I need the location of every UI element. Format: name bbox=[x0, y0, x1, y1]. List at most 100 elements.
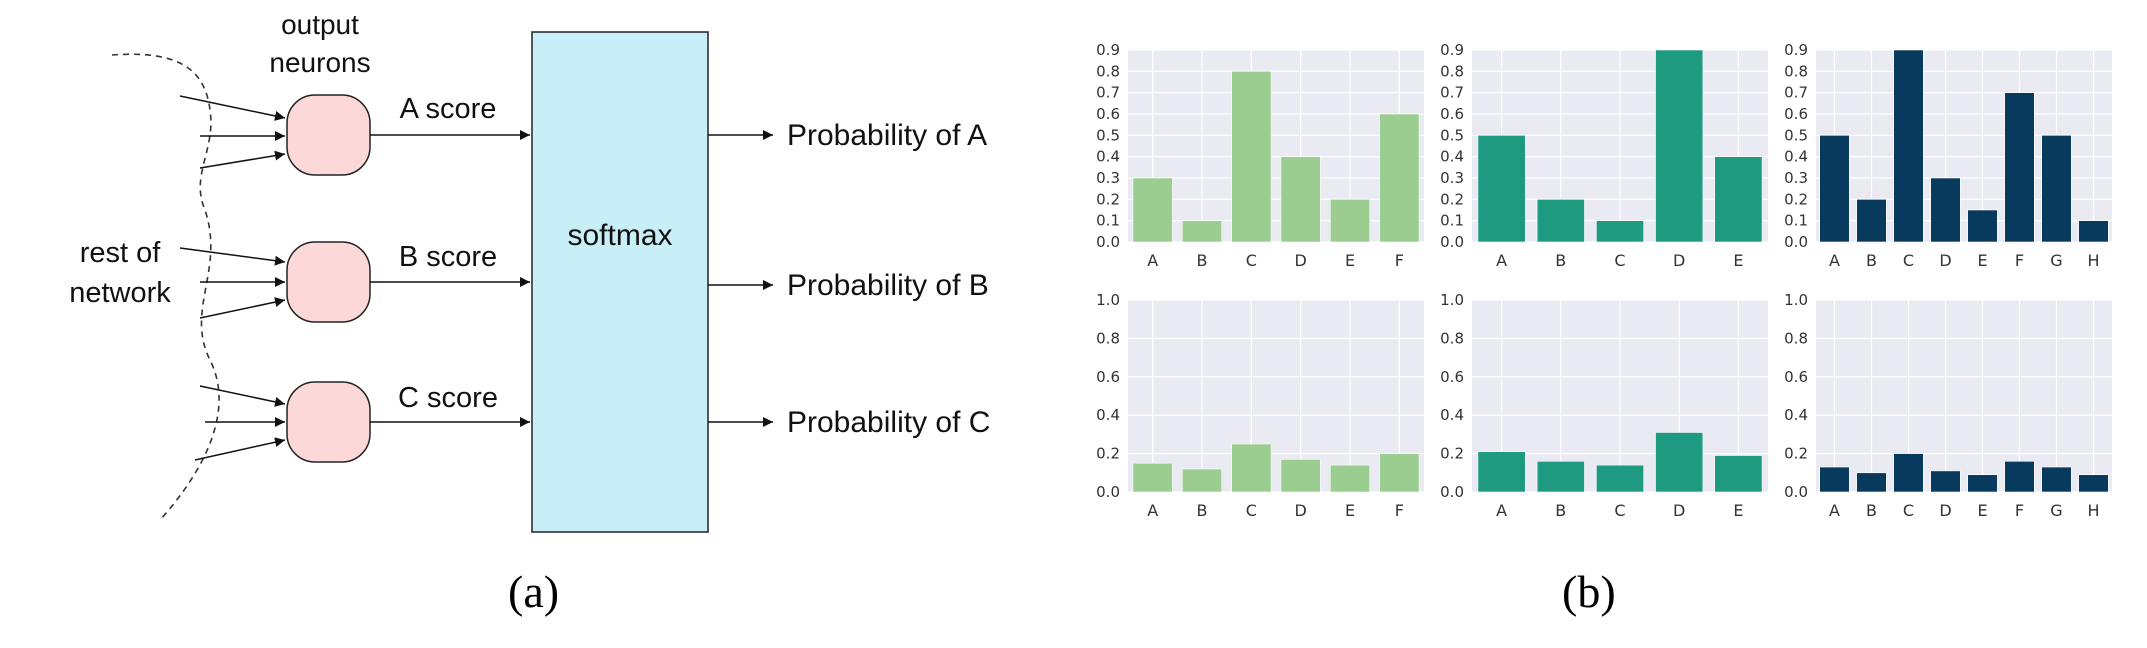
bar-C bbox=[1596, 464, 1644, 493]
x-tick-label: C bbox=[1246, 251, 1257, 270]
y-tick-label: 0.1 bbox=[1096, 212, 1120, 230]
y-tick-label: 0.3 bbox=[1440, 169, 1464, 187]
bar-A bbox=[1132, 177, 1173, 243]
x-tick-label: D bbox=[1939, 251, 1951, 270]
y-tick-label: 0.2 bbox=[1096, 190, 1120, 208]
bar-E bbox=[1329, 199, 1371, 243]
score-c-label: C score bbox=[398, 382, 498, 414]
y-tick-label: 0.8 bbox=[1440, 62, 1464, 80]
y-tick-label: 0.8 bbox=[1096, 329, 1120, 347]
x-tick-label: A bbox=[1147, 501, 1158, 520]
bar-B bbox=[1181, 468, 1223, 493]
probability-c-label: Probability of C bbox=[787, 406, 990, 439]
chart-panel-4: 0.0 0.2 0.4 0.6 0.8 1.0 A B C D E F bbox=[1096, 291, 1424, 520]
y-tick-label: 0.6 bbox=[1440, 368, 1464, 386]
x-tick-label: G bbox=[2050, 501, 2062, 520]
score-a-label: A score bbox=[400, 93, 497, 125]
network-boundary bbox=[111, 53, 220, 521]
y-tick-label: 0.1 bbox=[1440, 212, 1464, 230]
x-tick-label: G bbox=[2050, 251, 2062, 270]
y-tick-label: 0.2 bbox=[1784, 190, 1808, 208]
x-tick-label: A bbox=[1829, 251, 1840, 270]
bar-F bbox=[1379, 453, 1420, 493]
y-tick-label: 0.4 bbox=[1440, 406, 1464, 424]
bar-G bbox=[2041, 466, 2072, 493]
y-tick-label: 0.9 bbox=[1784, 41, 1808, 59]
y-tick-label: 0.8 bbox=[1096, 62, 1120, 80]
bar-A bbox=[1477, 451, 1526, 493]
x-tick-label: A bbox=[1829, 501, 1840, 520]
y-tick-label: 0.9 bbox=[1440, 41, 1464, 59]
y-tick-label: 0.7 bbox=[1784, 84, 1808, 102]
x-tick-label: D bbox=[1939, 501, 1951, 520]
y-tick-label: 0.8 bbox=[1784, 62, 1808, 80]
bar-B bbox=[1536, 460, 1585, 493]
y-tick-label: 0.6 bbox=[1784, 368, 1808, 386]
y-tick-label: 0.6 bbox=[1096, 105, 1120, 123]
x-tick-label: C bbox=[1903, 501, 1914, 520]
bar-B bbox=[1856, 199, 1887, 243]
bar-D bbox=[1655, 49, 1704, 243]
y-tick-label: 0.2 bbox=[1440, 445, 1464, 463]
score-b-label: B score bbox=[399, 241, 497, 273]
x-tick-label: B bbox=[1866, 251, 1877, 270]
bar-B bbox=[1536, 199, 1585, 243]
bar-D bbox=[1280, 156, 1321, 243]
chart-panel-2: 0.0 0.1 0.2 0.3 0.4 0.5 0.6 0.7 0.8 0.9 A B C D E bbox=[1440, 41, 1768, 270]
y-tick-label: 0.6 bbox=[1784, 105, 1808, 123]
bar-D bbox=[1655, 432, 1704, 493]
x-tick-label: E bbox=[1977, 251, 1987, 270]
y-tick-label: 0.2 bbox=[1784, 445, 1808, 463]
plot-area bbox=[1128, 300, 1424, 492]
x-tick-label: B bbox=[1197, 251, 1208, 270]
output-neurons-label-line1: output bbox=[281, 9, 359, 40]
x-tick-label: B bbox=[1555, 501, 1566, 520]
bar-B bbox=[1181, 220, 1223, 243]
bar-D bbox=[1280, 459, 1321, 493]
x-tick-label: H bbox=[2087, 501, 2099, 520]
y-tick-label: 0.8 bbox=[1784, 329, 1808, 347]
x-tick-label: F bbox=[2015, 251, 2024, 270]
output-neurons-label-line2: neurons bbox=[269, 47, 370, 78]
bar-E bbox=[1714, 455, 1763, 493]
rest-of-network-label-line2: network bbox=[69, 277, 171, 309]
softmax-diagram: output neurons rest of network A score B… bbox=[69, 9, 990, 533]
x-tick-label: C bbox=[1614, 251, 1625, 270]
x-tick-label: E bbox=[1345, 251, 1355, 270]
y-tick-label: 0.6 bbox=[1096, 368, 1120, 386]
rest-of-network-label-line1: rest of bbox=[80, 237, 162, 269]
x-tick-label: C bbox=[1246, 501, 1257, 520]
plot-area bbox=[1816, 300, 2112, 492]
y-tick-label: 0.0 bbox=[1440, 483, 1464, 501]
y-tick-label: 0.0 bbox=[1096, 483, 1120, 501]
x-tick-label: C bbox=[1614, 501, 1625, 520]
x-tick-label: E bbox=[1345, 501, 1355, 520]
x-tick-label: F bbox=[1395, 501, 1404, 520]
y-tick-label: 0.4 bbox=[1440, 148, 1464, 166]
bar-F bbox=[2004, 460, 2035, 493]
y-tick-label: 0.5 bbox=[1440, 126, 1464, 144]
y-tick-label: 0.4 bbox=[1784, 148, 1808, 166]
y-tick-label: 0.6 bbox=[1440, 105, 1464, 123]
bar-G bbox=[2041, 135, 2072, 243]
bar-E bbox=[1967, 209, 1998, 243]
y-tick-label: 0.7 bbox=[1096, 84, 1120, 102]
x-tick-label: A bbox=[1496, 251, 1507, 270]
y-tick-label: 0.2 bbox=[1096, 445, 1120, 463]
x-tick-label: D bbox=[1673, 251, 1685, 270]
x-tick-label: D bbox=[1673, 501, 1685, 520]
y-tick-label: 0.0 bbox=[1096, 233, 1120, 251]
score-connections bbox=[370, 130, 530, 427]
x-tick-label: B bbox=[1866, 501, 1877, 520]
x-tick-label: H bbox=[2087, 251, 2099, 270]
caption-b: (b) bbox=[1562, 566, 1616, 617]
bar-E bbox=[1329, 464, 1371, 493]
bar-D bbox=[1930, 470, 1961, 493]
bar-B bbox=[1856, 472, 1887, 493]
probability-b-label: Probability of B bbox=[787, 269, 989, 302]
y-tick-label: 0.7 bbox=[1440, 84, 1464, 102]
bar-E bbox=[1714, 156, 1763, 243]
y-tick-label: 0.5 bbox=[1096, 126, 1120, 144]
y-tick-label: 0.0 bbox=[1784, 233, 1808, 251]
y-tick-label: 0.4 bbox=[1096, 406, 1120, 424]
